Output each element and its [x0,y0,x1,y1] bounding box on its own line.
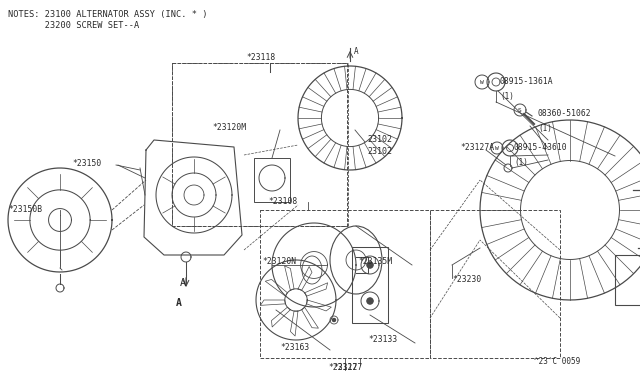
Bar [430,210,560,358]
Text: *23120M: *23120M [212,124,246,132]
Text: W: W [480,80,484,84]
Polygon shape [367,298,373,304]
Text: *23118: *23118 [246,54,275,62]
Text: 08360-51062: 08360-51062 [538,109,591,119]
Text: *23133: *23133 [368,336,397,344]
Text: A: A [354,48,358,57]
Polygon shape [367,262,373,268]
Text: ^23'C 0059: ^23'C 0059 [534,357,580,366]
Text: A: A [180,278,186,288]
Text: 23102: 23102 [367,135,392,144]
Text: NOTES: 23100 ALTERNATOR ASSY (INC. * ): NOTES: 23100 ALTERNATOR ASSY (INC. * ) [8,10,207,19]
Text: S: S [518,108,522,112]
Bar [172,63,347,226]
Text: W: W [495,145,499,151]
Text: 08915-1361A: 08915-1361A [500,77,554,87]
Text: *23108: *23108 [268,198,297,206]
Text: *23150B: *23150B [8,205,42,215]
Text: *23127: *23127 [333,363,362,372]
Text: *23135M: *23135M [358,257,392,266]
Text: *23120N: *23120N [262,257,296,266]
Text: 08915-43610: 08915-43610 [514,144,568,153]
Text: *23163: *23163 [280,343,309,353]
Text: (1): (1) [500,92,514,100]
Text: (1): (1) [538,124,552,132]
Bar [615,255,640,305]
Bar [352,247,388,323]
Text: *23127: *23127 [328,363,357,372]
Text: *23127A: *23127A [460,144,494,153]
Bar [260,210,430,358]
Polygon shape [333,318,335,321]
Bar [254,158,290,202]
Text: *23230: *23230 [452,276,481,285]
Text: 23200 SCREW SET--A: 23200 SCREW SET--A [8,22,140,31]
Text: A: A [176,298,182,308]
Text: *23150: *23150 [72,158,101,167]
Text: (1): (1) [514,157,528,167]
Text: 23102: 23102 [367,148,392,157]
